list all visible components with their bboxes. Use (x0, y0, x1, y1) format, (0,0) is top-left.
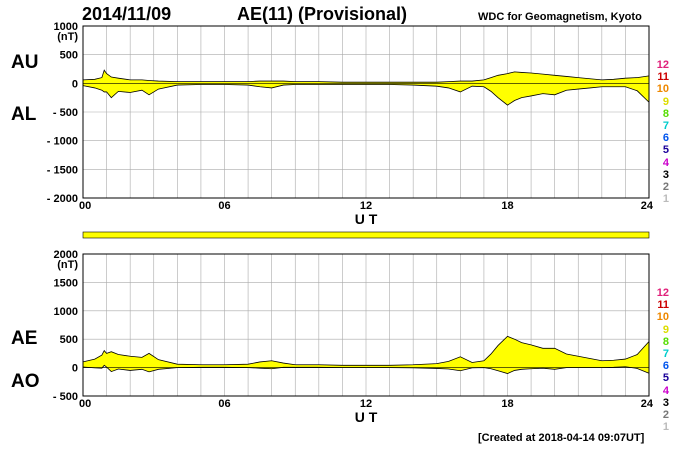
created-timestamp: [Created at 2018-04-14 09:07UT] (478, 432, 645, 444)
station-count-label: 9 (662, 95, 669, 108)
station-count-label: 12 (656, 287, 669, 299)
x-tick-label: 24 (641, 398, 654, 410)
y-tick-label: 0 (72, 78, 78, 90)
date-title: 2014/11/09 (82, 4, 172, 24)
separator-bar (82, 231, 650, 239)
station-count-label: 7 (662, 348, 669, 360)
station-count-label: 5 (662, 144, 669, 157)
station-count-label: 3 (662, 168, 669, 181)
x-tick-label: 18 (501, 398, 513, 410)
x-axis-label: U T (355, 409, 378, 425)
y-tick-label: 2000 (54, 249, 78, 261)
station-count-label: 12 (656, 59, 669, 71)
y-tick-label: 1000 (54, 21, 78, 33)
ae-label: AE (11, 328, 38, 349)
station-count-label: 10 (656, 311, 669, 324)
station-count-label: 1 (662, 421, 669, 434)
x-tick-label: 06 (218, 398, 230, 410)
station-count-label: 4 (662, 156, 669, 169)
station-count-label: 11 (657, 71, 669, 84)
plot-frame (82, 253, 650, 397)
x-tick-label: 24 (641, 200, 654, 212)
station-count-label: 3 (662, 396, 669, 409)
x-tick-label: 18 (501, 200, 513, 212)
station-count-label: 7 (662, 120, 669, 132)
series-line-al (82, 84, 650, 106)
x-tick-label: 12 (360, 398, 372, 410)
al-label: AL (11, 104, 37, 125)
station-count-label: 5 (662, 372, 669, 385)
range-fill-area (83, 336, 649, 374)
y-tick-label: - 1500 (47, 164, 78, 176)
station-count-label: 1 (662, 193, 669, 206)
au-al-panel: 1000 500 0 - 500 - 1000 - 1500 - 2000 (nT) 00 06 1… (47, 21, 654, 227)
y-tick-label: - 500 (53, 107, 78, 119)
station-count-label: 8 (662, 335, 669, 348)
y-tick-label: 1500 (54, 277, 78, 289)
station-count-label: 2 (662, 409, 669, 421)
range-fill-area (83, 70, 649, 106)
y-axis-unit-label: (nT) (57, 31, 78, 43)
series-line-ae (82, 335, 650, 366)
series-line-au (82, 69, 650, 83)
station-count-label: 9 (662, 323, 669, 336)
x-tick-label: 12 (360, 200, 372, 212)
station-count-label: 2 (662, 181, 669, 193)
y-tick-label: - 2000 (47, 193, 78, 205)
station-count-label: 8 (662, 107, 669, 120)
x-tick-label: 06 (218, 200, 230, 212)
plot-frame (82, 25, 650, 199)
station-count-label: 10 (656, 83, 669, 96)
y-axis-unit-label: (nT) (57, 259, 78, 271)
x-axis-label: U T (355, 211, 378, 227)
x-tick-label: 00 (79, 398, 91, 410)
y-tick-label: - 500 (53, 391, 78, 403)
x-tick-label: 00 (79, 200, 91, 212)
organization-label: WDC for Geomagnetism, Kyoto (478, 11, 642, 23)
y-tick-label: 0 (72, 363, 78, 375)
station-count-label: 4 (662, 384, 669, 397)
ao-label: AO (11, 371, 40, 392)
station-count-label: 6 (662, 360, 669, 373)
station-count-label: 11 (657, 299, 669, 312)
ae-ao-panel: 2000 1500 1000 500 0 - 500 (nT) 00 06 12 18 24 U T (53, 249, 654, 425)
au-label: AU (11, 52, 39, 73)
y-tick-label: 500 (60, 50, 78, 62)
y-tick-label: - 1000 (47, 136, 78, 148)
y-tick-label: 500 (60, 334, 78, 346)
station-count-label: 6 (662, 132, 669, 145)
y-tick-label: 1000 (54, 306, 78, 318)
index-title: AE(11) (Provisional) (237, 4, 408, 24)
